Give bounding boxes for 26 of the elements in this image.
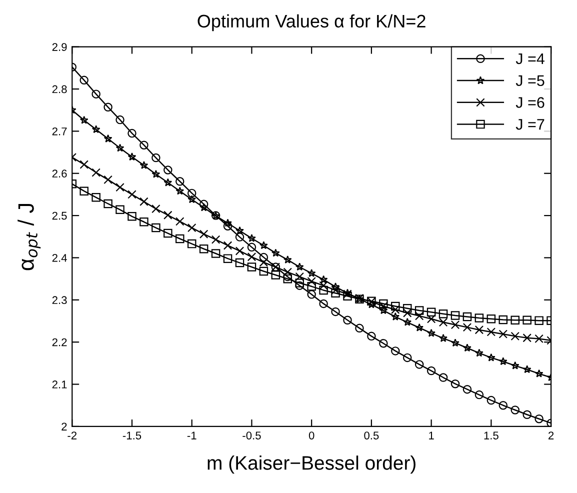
x-tick-label: -2 — [68, 432, 77, 440]
legend-label: J =5 — [516, 75, 544, 86]
y-tick-label: 2.3 — [52, 296, 67, 304]
y-tick-label: 2.6 — [52, 170, 67, 178]
y-tick-label: 2.9 — [52, 43, 67, 51]
y-tick-label: 2.7 — [52, 127, 67, 136]
y-axis-title: α$_{opt}$ / J — [18, 204, 41, 270]
y-tick-label: 2.5 — [52, 212, 67, 220]
y-tick-label: 2.1 — [52, 380, 67, 388]
legend-label: J =4 — [516, 54, 544, 64]
x-tick-label: 0.5 — [364, 432, 379, 440]
y-tick-label: 2.4 — [52, 254, 67, 262]
x-tick-label: 0 — [308, 432, 314, 440]
legend-label: J =7 — [516, 119, 544, 130]
x-tick-label: -0.5 — [242, 432, 261, 440]
x-tick-label: -1.5 — [122, 432, 142, 440]
x-tick-label: -1 — [187, 432, 196, 440]
legend-label: J =6 — [516, 97, 544, 108]
y-tick-label: 2.8 — [52, 85, 67, 94]
chart-title: Optimum Values α for K/N=2 — [198, 14, 426, 32]
x-tick-label: 1.5 — [484, 432, 498, 440]
y-tick-label: 2.2 — [52, 338, 67, 346]
x-tick-label: 2 — [548, 432, 554, 440]
x-axis-title: m (Kaiser−Bessel order) — [208, 456, 416, 474]
y-tick-label: 2 — [62, 422, 67, 430]
x-tick-label: 1 — [429, 432, 434, 440]
